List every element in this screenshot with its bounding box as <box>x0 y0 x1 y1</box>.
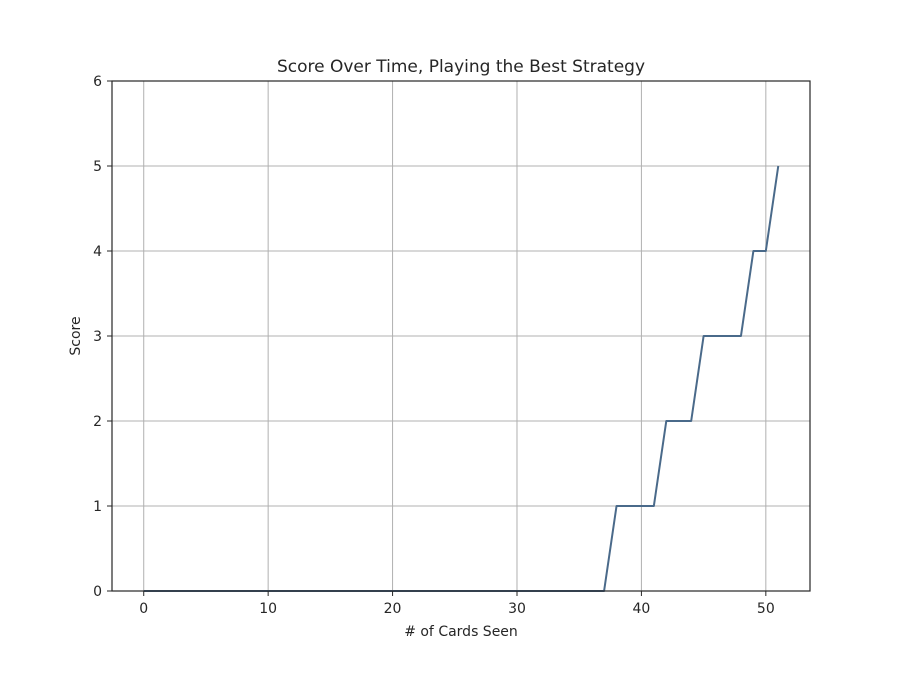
x-tick-label: 0 <box>139 601 148 617</box>
y-tick-label: 0 <box>93 584 102 600</box>
axis-ticks: 0 10 20 30 40 50 0 1 2 3 4 5 6 <box>93 74 775 617</box>
x-tick-label: 50 <box>757 601 775 617</box>
y-tick-label: 6 <box>93 74 102 90</box>
x-tick-label: 30 <box>508 601 526 617</box>
y-tick-label: 4 <box>93 244 102 260</box>
x-tick-label: 40 <box>632 601 650 617</box>
y-tick-label: 2 <box>93 414 102 430</box>
y-tick-label: 1 <box>93 499 102 515</box>
y-tick-label: 3 <box>93 329 102 345</box>
x-tick-label: 20 <box>384 601 402 617</box>
chart-title: Score Over Time, Playing the Best Strate… <box>277 57 645 77</box>
y-axis-label: Score <box>68 316 84 355</box>
x-tick-label: 10 <box>259 601 277 617</box>
y-tick-label: 5 <box>93 159 102 175</box>
x-axis-label: # of Cards Seen <box>404 624 518 640</box>
